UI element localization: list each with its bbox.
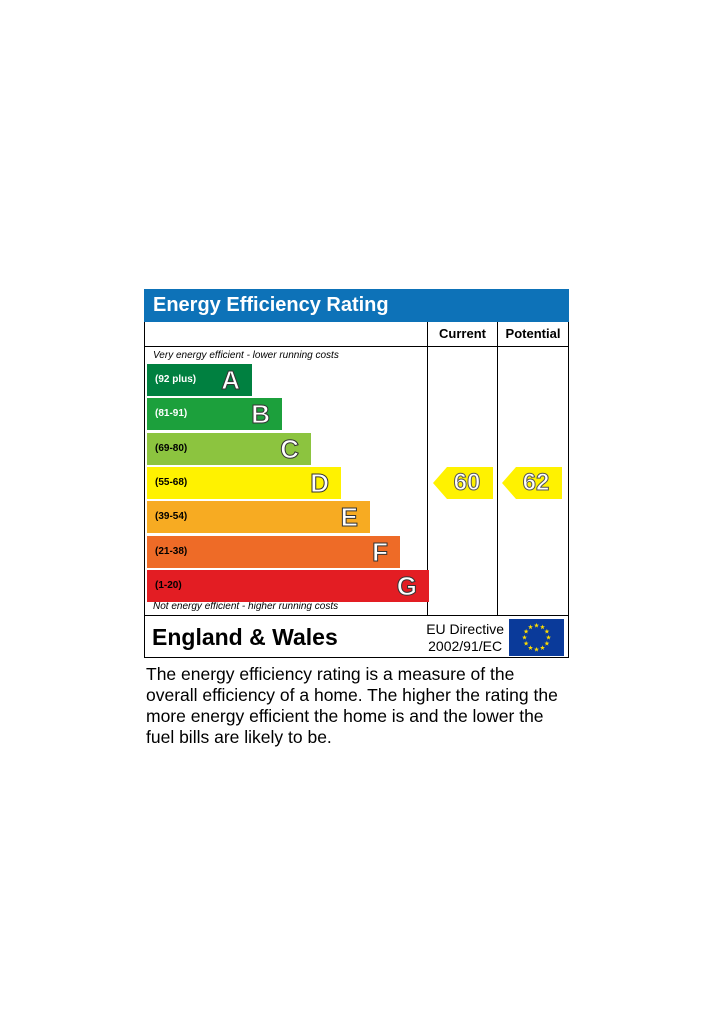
chart-footer: England & Wales EU Directive 2002/91/EC [144,616,569,658]
eu-star [546,634,551,640]
current-arrow-shape [433,467,493,499]
band-letter: A [221,365,241,396]
band-c: (69-80) C [147,433,311,465]
energy-efficiency-chart: Energy Efficiency Rating Current Potenti… [144,289,569,658]
band-range-label: (1-20) [155,580,182,591]
directive-line-1: EU Directive [426,621,504,637]
band-d: (55-68) D [147,467,341,499]
band-letter: E [340,502,358,533]
eu-star [544,628,550,634]
band-range-label: (55-68) [155,477,188,488]
eu-star [540,624,545,630]
eu-star [528,624,533,630]
directive-line-2: 2002/91/EC [428,638,503,654]
band-range-label: (69-80) [155,443,188,454]
eu-directive: EU Directive 2002/91/EC [426,621,504,655]
chart-title: Energy Efficiency Rating [144,289,569,322]
band-b: (81-91) B [147,398,282,430]
header-divider [145,346,568,347]
band-letter: D [310,468,330,499]
eu-star [528,645,533,650]
top-note: Very energy efficient - lower running co… [153,350,339,361]
column-divider [497,322,498,615]
band-range-label: (92 plus) [155,374,197,385]
potential-arrow-shape [502,467,562,499]
band-letter: C [280,434,300,465]
region-label: England & Wales [152,624,338,650]
potential-rating-value: 62 [522,469,550,497]
current-column-header: Current [439,326,486,341]
band-letter: B [251,399,271,430]
current-rating-arrow: 60 [433,467,493,499]
eu-flag-icon [509,619,564,656]
eu-star [534,646,539,652]
eu-star [544,640,550,646]
rating-table: Current Potential Very energy efficient … [144,322,569,616]
band-range-label: (39-54) [155,511,188,522]
eu-star [523,640,529,646]
description-text: The energy efficiency rating is a measur… [146,664,558,747]
band-letter: G [396,571,417,602]
potential-column-header: Potential [505,326,561,341]
potential-rating-arrow: 62 [502,467,562,499]
bottom-note: Not energy efficient - higher running co… [153,601,339,612]
band-letter: F [372,537,389,568]
column-divider [427,322,428,615]
band-g: (1-20) G [147,570,429,602]
band-e: (39-54) E [147,501,370,533]
eu-flag-stars [522,622,551,652]
band-range-label: (81-91) [155,408,188,419]
current-rating-value: 60 [453,469,481,497]
band-range-label: (21-38) [155,546,188,557]
band-f: (21-38) F [147,536,400,568]
eu-star [534,622,539,628]
eu-star [522,634,527,640]
band-a: (92 plus) A [147,364,252,396]
eu-star [523,628,529,634]
eu-star [540,645,545,650]
